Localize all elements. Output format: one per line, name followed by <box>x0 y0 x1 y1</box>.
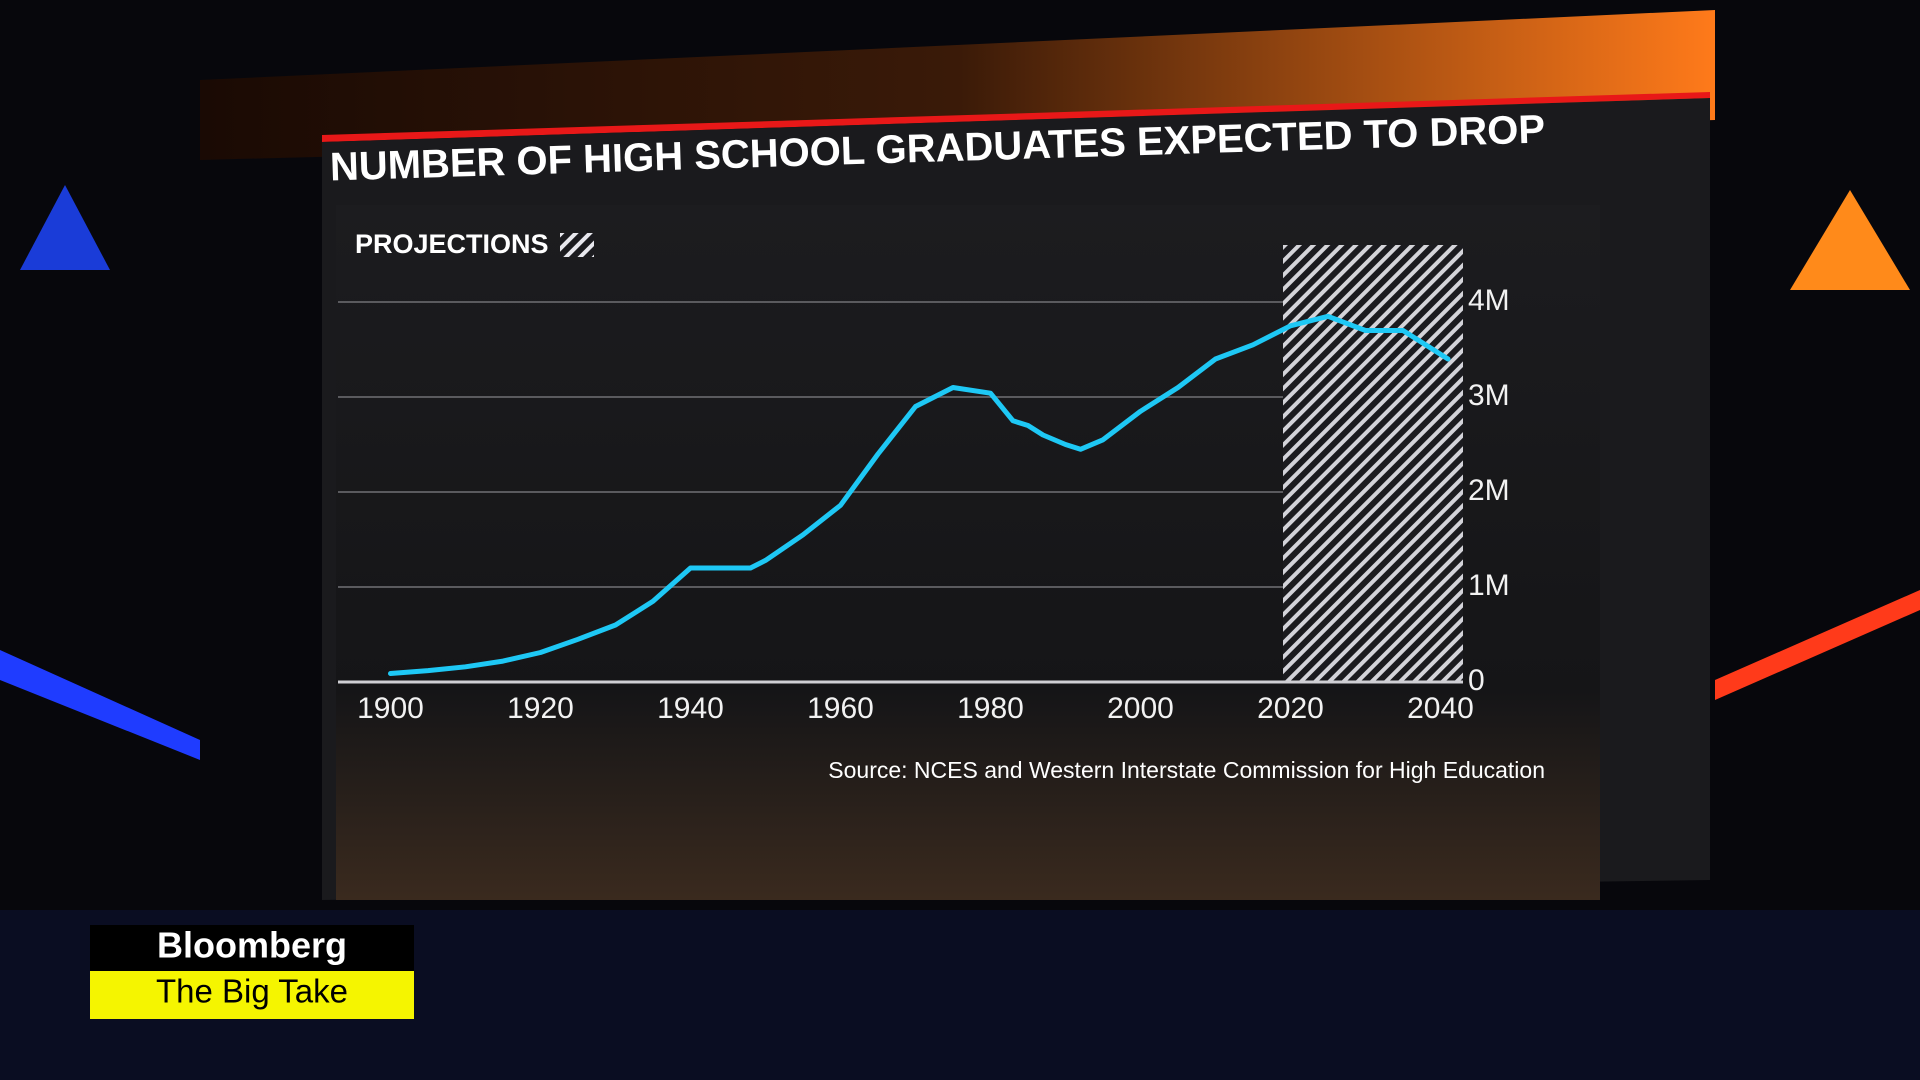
source-note: Source: NCES and Western Interstate Comm… <box>828 757 1545 783</box>
data-line <box>388 313 1451 676</box>
logo-box <box>90 925 414 971</box>
backdrop-triangle <box>20 185 110 270</box>
x-tick-label: 1980 <box>957 692 1024 725</box>
y-tick-label: 2M <box>1468 474 1510 507</box>
show-box <box>90 971 414 1019</box>
legend-swatch <box>560 233 594 257</box>
y-tick-label: 1M <box>1468 569 1510 602</box>
x-tick-label: 1960 <box>807 692 874 725</box>
y-tick-label: 0 <box>1468 664 1485 697</box>
panel-top-line <box>322 92 1710 142</box>
legend-label: PROJECTIONS <box>355 229 549 259</box>
x-tick-label: 1940 <box>657 692 724 725</box>
network-logo: Bloomberg <box>157 925 347 966</box>
x-tick-label: 2000 <box>1107 692 1174 725</box>
x-tick-label: 2020 <box>1257 692 1324 725</box>
backdrop-stripe <box>1715 590 1920 700</box>
backdrop-triangle <box>1790 190 1910 290</box>
y-tick-label: 4M <box>1468 284 1510 317</box>
x-tick-label: 2040 <box>1407 692 1474 725</box>
backdrop-stripe <box>0 650 200 760</box>
plot: 0 1M 2M 3M 4M 1900 1920 1940 1960 1980 2000 2020 204… <box>338 245 1510 725</box>
show-name: The Big Take <box>156 973 348 1010</box>
y-tick-label: 3M <box>1468 379 1510 412</box>
x-tick-label: 1920 <box>507 692 574 725</box>
projection-band <box>1283 245 1463 682</box>
x-tick-label: 1900 <box>357 692 424 725</box>
